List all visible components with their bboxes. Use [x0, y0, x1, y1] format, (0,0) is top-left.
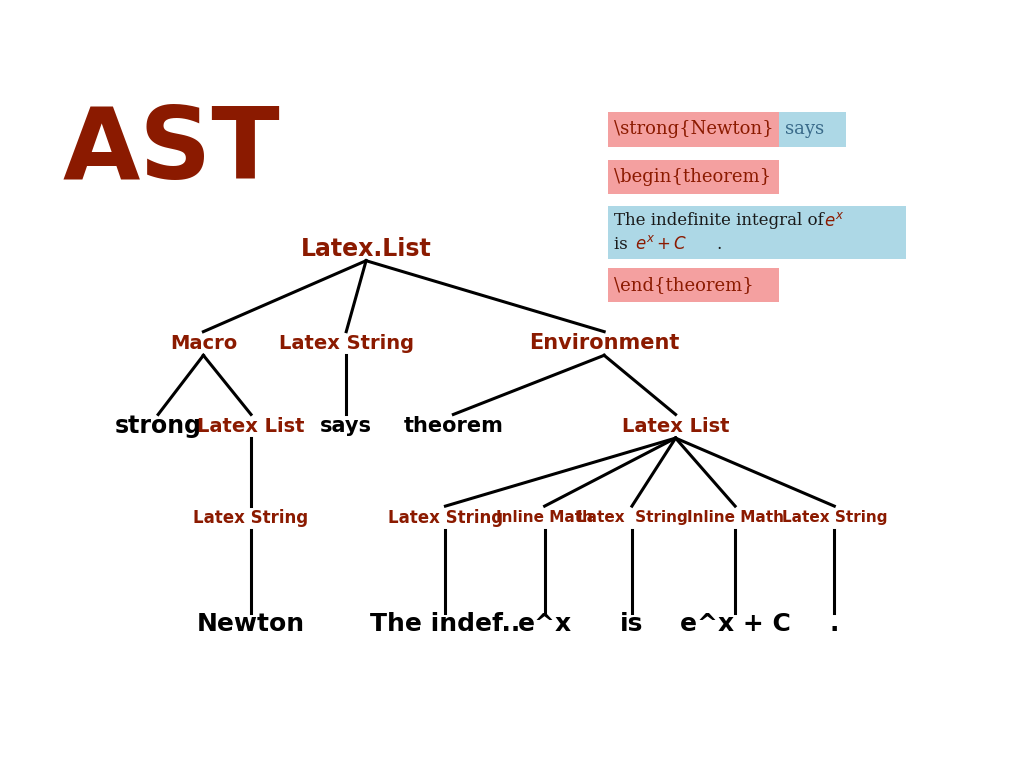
Text: e^x: e^x	[517, 612, 571, 637]
FancyBboxPatch shape	[778, 112, 846, 147]
FancyBboxPatch shape	[608, 112, 778, 147]
Text: \end{theorem}: \end{theorem}	[614, 276, 755, 294]
FancyBboxPatch shape	[608, 160, 778, 194]
Text: Latex List: Latex List	[622, 417, 729, 435]
Text: Environment: Environment	[529, 333, 679, 353]
FancyBboxPatch shape	[608, 268, 778, 302]
Text: Inline Math: Inline Math	[497, 511, 593, 525]
Text: Latex  String: Latex String	[577, 511, 687, 525]
Text: Inline Math: Inline Math	[687, 511, 783, 525]
Text: \strong{Newton}: \strong{Newton}	[614, 121, 774, 138]
Text: The indef..: The indef..	[371, 612, 520, 637]
Text: .: .	[717, 236, 722, 253]
Text: Newton: Newton	[197, 612, 305, 637]
Text: Latex String: Latex String	[781, 511, 887, 525]
Text: $e^x$: $e^x$	[824, 212, 844, 230]
Text: Latex List: Latex List	[198, 417, 305, 435]
Text: says: says	[321, 416, 373, 436]
Text: says: says	[785, 121, 824, 138]
Text: e^x + C: e^x + C	[680, 612, 791, 637]
FancyBboxPatch shape	[608, 206, 905, 259]
Text: \begin{theorem}: \begin{theorem}	[614, 167, 772, 186]
Text: .: .	[829, 612, 839, 637]
Text: Macro: Macro	[170, 334, 237, 353]
Text: strong: strong	[115, 414, 202, 439]
Text: is: is	[614, 236, 634, 253]
Text: Latex String: Latex String	[279, 334, 414, 353]
Text: AST: AST	[62, 103, 281, 200]
Text: theorem: theorem	[403, 416, 504, 436]
Text: Latex.List: Latex.List	[301, 237, 431, 261]
Text: Latex String: Latex String	[388, 509, 503, 527]
Text: is: is	[621, 612, 644, 637]
Text: $e^x + C$: $e^x + C$	[635, 235, 687, 253]
Text: Latex String: Latex String	[194, 509, 308, 527]
Text: The indefinite integral of: The indefinite integral of	[614, 212, 829, 229]
